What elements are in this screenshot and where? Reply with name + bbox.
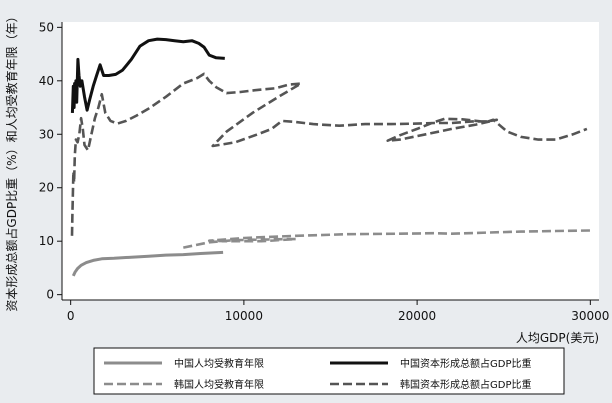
x-axis-title: 人均GDP(美元) (516, 331, 599, 345)
y-tick-label: 10 (39, 234, 54, 248)
series-line-1 (71, 250, 224, 277)
y-tick-label: 40 (39, 74, 54, 88)
legend-box (93, 347, 565, 395)
x-tick-label: 30000 (571, 309, 609, 323)
series-line-4 (70, 72, 588, 236)
series-line-2 (70, 37, 225, 113)
y-tick-label: 0 (46, 288, 54, 302)
series-line-3 (183, 229, 591, 249)
legend-label: 中国人均受教育年限 (174, 357, 264, 370)
x-axis-ticks: 0 10000 20000 30000 (67, 300, 609, 323)
series-layer (70, 37, 591, 277)
y-axis-title: 资本形成总额占GDP比重（%）和人均受教育年限（年） (4, 10, 19, 311)
x-tick-label: 0 (67, 309, 75, 323)
y-axis-ticks: 0 10 20 30 40 50 (39, 20, 62, 302)
y-tick-label: 20 (39, 181, 54, 195)
plot-area (62, 22, 599, 300)
x-tick-label: 10000 (225, 309, 263, 323)
legend-label: 中国资本形成总额占GDP比重 (400, 357, 531, 370)
legend-label: 韩国资本形成总额占GDP比重 (400, 378, 531, 391)
legend-label: 韩国人均受教育年限 (174, 378, 264, 391)
y-tick-label: 50 (39, 20, 54, 34)
y-tick-label: 30 (39, 127, 54, 141)
x-tick-label: 20000 (398, 309, 436, 323)
